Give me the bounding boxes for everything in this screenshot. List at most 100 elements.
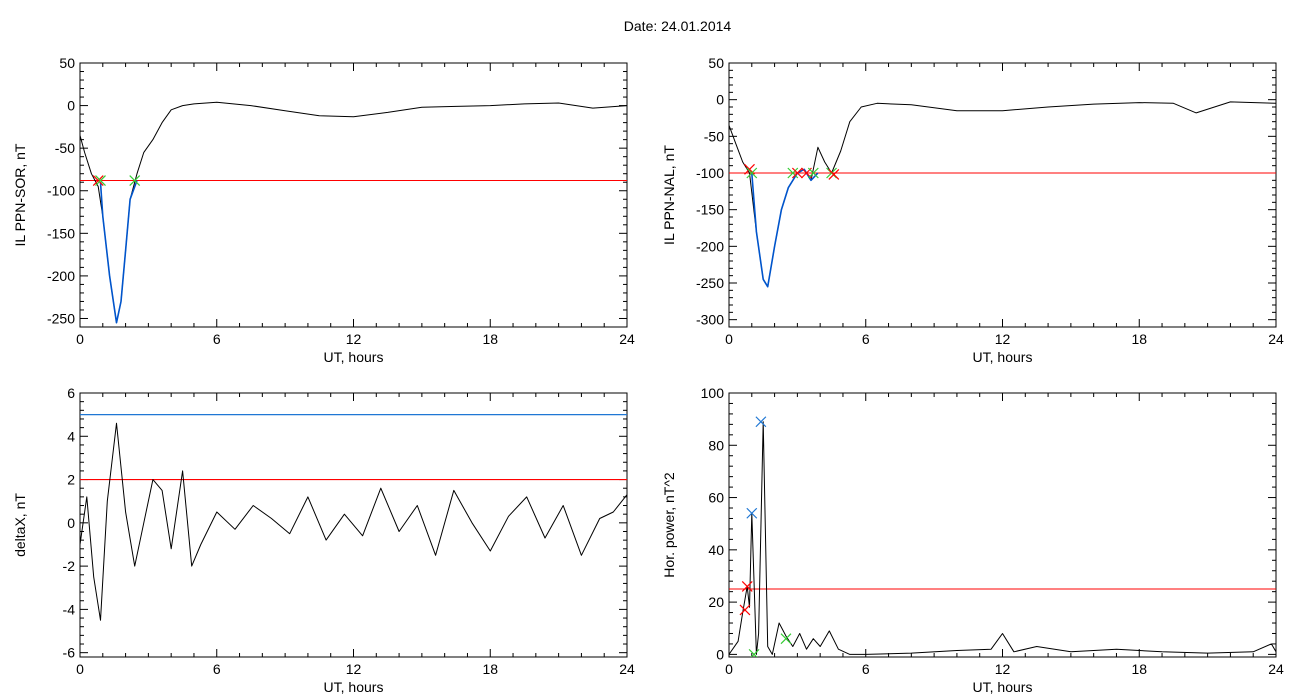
x-tick-label: 12 bbox=[346, 331, 362, 347]
data-marker bbox=[95, 175, 106, 186]
series-line bbox=[80, 422, 627, 621]
data-marker bbox=[791, 167, 803, 179]
data-marker bbox=[741, 581, 753, 592]
y-tick-label: -250 bbox=[696, 275, 724, 291]
marker-stroke bbox=[780, 633, 792, 645]
x-tick-label: 0 bbox=[725, 331, 733, 347]
marker-stroke bbox=[750, 648, 760, 657]
y-tick-label: -150 bbox=[696, 202, 724, 218]
data-marker bbox=[92, 175, 104, 186]
y-tick-label: -100 bbox=[696, 165, 724, 181]
series-line bbox=[729, 421, 1276, 655]
marker-stroke bbox=[746, 507, 758, 519]
plot-frame bbox=[728, 62, 1277, 328]
y-tick-label: -150 bbox=[47, 225, 75, 241]
y-tick-label: 20 bbox=[708, 594, 724, 610]
x-axis-label: UT, hours bbox=[324, 679, 384, 695]
x-tick-label: 0 bbox=[76, 331, 84, 347]
marker-stroke bbox=[828, 169, 840, 180]
y-tick-label: -300 bbox=[696, 312, 724, 328]
data-marker bbox=[828, 169, 840, 180]
plot-frame bbox=[728, 392, 1277, 658]
data-marker bbox=[748, 648, 760, 657]
x-tick-label: 24 bbox=[1268, 661, 1284, 677]
y-axis-label: IL PPN-NAL, nT bbox=[661, 145, 677, 245]
y-tick-label: 0 bbox=[67, 98, 75, 114]
y-tick-label: 0 bbox=[716, 646, 724, 662]
y-axis-label: Hor. power, nT^2 bbox=[661, 472, 677, 578]
marker-stroke bbox=[787, 167, 799, 179]
x-tick-label: 24 bbox=[619, 661, 635, 677]
marker-stroke bbox=[746, 167, 758, 179]
marker-stroke bbox=[92, 175, 104, 186]
plot-area bbox=[80, 101, 627, 324]
y-tick-label: -200 bbox=[47, 268, 75, 284]
x-tick-label: 6 bbox=[213, 331, 221, 347]
x-tick-label: 12 bbox=[995, 331, 1011, 347]
x-tick-label: 6 bbox=[862, 661, 870, 677]
marker-stroke bbox=[741, 581, 753, 592]
marker-stroke bbox=[744, 163, 755, 175]
y-tick-label: 40 bbox=[708, 542, 724, 558]
series-line bbox=[80, 101, 627, 324]
data-marker bbox=[780, 633, 792, 645]
panel-deltax: 0 6 12 18 24 6 4 2 0 -2 -4 -6 UT, hours deltaX, nT bbox=[12, 385, 635, 695]
x-axis-label: UT, hours bbox=[973, 679, 1033, 695]
y-tick-label: -50 bbox=[55, 140, 75, 156]
x-tick-label: 18 bbox=[482, 331, 498, 347]
y-axis-label: IL PPN-SOR, nT bbox=[12, 143, 28, 246]
y-tick-label: 0 bbox=[67, 515, 75, 531]
y-tick-label: 4 bbox=[67, 428, 75, 444]
plot-area bbox=[729, 101, 1276, 288]
x-axis-label: UT, hours bbox=[324, 349, 384, 365]
series-line bbox=[99, 180, 138, 324]
marker-stroke bbox=[755, 416, 767, 428]
y-tick-label: -6 bbox=[63, 645, 76, 661]
x-tick-label: 6 bbox=[213, 661, 221, 677]
data-marker bbox=[739, 604, 751, 616]
data-marker bbox=[746, 167, 758, 179]
x-tick-label: 24 bbox=[1268, 331, 1284, 347]
x-tick-label: 6 bbox=[862, 331, 870, 347]
marker-stroke bbox=[791, 167, 803, 179]
panel-hor-power: 0 6 12 18 24 100 80 60 40 20 0 UT, hours Hor. power,… bbox=[661, 385, 1284, 695]
y-tick-label: -100 bbox=[47, 183, 75, 199]
panel-il-ppn-sor: 0 6 12 18 24 50 0 -50 -100 -150 -200 -250 UT, hours I… bbox=[12, 55, 635, 365]
x-tick-label: 0 bbox=[76, 661, 84, 677]
plot-frame bbox=[79, 62, 628, 328]
x-axis-label: UT, hours bbox=[973, 349, 1033, 365]
y-tick-label: 6 bbox=[67, 385, 75, 401]
x-tick-label: 0 bbox=[725, 661, 733, 677]
y-tick-label: 100 bbox=[701, 385, 725, 401]
marker-stroke bbox=[739, 604, 751, 616]
y-tick-label: 50 bbox=[59, 55, 75, 71]
y-tick-label: -250 bbox=[47, 310, 75, 326]
data-marker bbox=[746, 507, 758, 519]
data-marker bbox=[787, 167, 799, 179]
page-title: Date: 24.01.2014 bbox=[623, 18, 732, 34]
x-tick-label: 18 bbox=[1131, 331, 1147, 347]
data-marker bbox=[755, 416, 767, 428]
marker-stroke bbox=[807, 167, 819, 179]
y-axis-label: deltaX, nT bbox=[12, 493, 28, 557]
x-tick-label: 18 bbox=[482, 661, 498, 677]
y-tick-label: -4 bbox=[63, 601, 76, 617]
y-tick-label: 60 bbox=[708, 490, 724, 506]
marker-stroke bbox=[95, 175, 106, 186]
data-marker bbox=[129, 175, 141, 186]
y-tick-label: 80 bbox=[708, 437, 724, 453]
data-marker bbox=[807, 167, 819, 179]
x-tick-label: 18 bbox=[1131, 661, 1147, 677]
series-line bbox=[751, 168, 819, 288]
series-line bbox=[729, 101, 1276, 288]
marker-stroke bbox=[129, 175, 141, 186]
plot-area bbox=[80, 414, 627, 621]
x-tick-label: 24 bbox=[619, 331, 635, 347]
y-tick-label: 2 bbox=[67, 472, 75, 488]
y-tick-label: -50 bbox=[704, 128, 724, 144]
y-tick-label: 50 bbox=[708, 55, 724, 71]
x-tick-label: 12 bbox=[346, 661, 362, 677]
y-tick-label: 0 bbox=[716, 92, 724, 108]
y-tick-label: -2 bbox=[63, 558, 76, 574]
